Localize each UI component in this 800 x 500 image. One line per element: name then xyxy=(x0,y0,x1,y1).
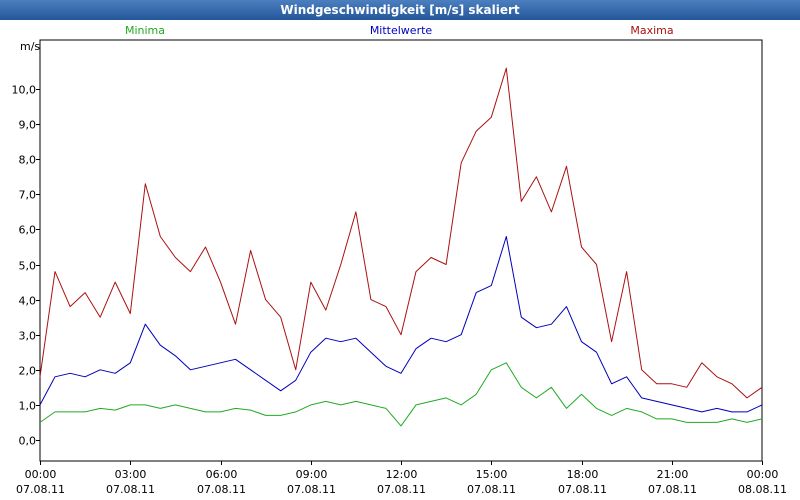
series-line-minima xyxy=(39,362,763,427)
x-tick-date-label: 07.08.11 xyxy=(558,483,607,496)
y-tick-label: 6,0 xyxy=(19,224,37,237)
label-layer: 0,0 1,0 2,0 3,0 4,0 5,0 6,0 7,0 8,0 9,0 10,0 m/s 00:… xyxy=(12,40,787,496)
x-tick-date-label: 07.08.11 xyxy=(16,483,65,496)
legend-entry-maxima: Maxima xyxy=(630,24,673,37)
wind-speed-chart: 0,0 1,0 2,0 3,0 4,0 5,0 6,0 7,0 8,0 9,0 10,0 m/s 00:… xyxy=(12,24,787,496)
x-tick-time-label: 00:00 xyxy=(25,468,57,481)
plot-frame xyxy=(39,39,763,462)
y-tick-label: 4,0 xyxy=(19,295,37,308)
y-tick-label: 10,0 xyxy=(12,84,37,97)
y-tick-label: 5,0 xyxy=(19,260,37,273)
x-tick-time-label: 03:00 xyxy=(115,468,147,481)
x-tick-date-label: 07.08.11 xyxy=(197,483,246,496)
x-tick-time-label: 12:00 xyxy=(386,468,418,481)
x-tick-time-label: 06:00 xyxy=(206,468,238,481)
x-tick-time-label: 00:00 xyxy=(747,468,779,481)
x-tick-time-label: 18:00 xyxy=(567,468,599,481)
axis-layer xyxy=(36,39,763,465)
x-tick-date-label: 07.08.11 xyxy=(106,483,155,496)
y-tick-label: 8,0 xyxy=(19,154,37,167)
y-tick-label: 1,0 xyxy=(19,400,37,413)
legend-layer: Minima Mittelwerte Maxima xyxy=(125,24,674,37)
x-tick-date-label: 07.08.11 xyxy=(287,483,336,496)
y-tick-label: 9,0 xyxy=(19,119,37,132)
x-tick-time-label: 09:00 xyxy=(296,468,328,481)
series-line-maxima xyxy=(39,67,763,399)
y-tick-label: 7,0 xyxy=(19,189,37,202)
chart-title: Windgeschwindigkeit [m/s] skaliert xyxy=(0,0,800,20)
x-tick-date-label: 07.08.11 xyxy=(467,483,516,496)
y-tick-label: 3,0 xyxy=(19,330,37,343)
y-axis-label: m/s xyxy=(20,40,40,53)
x-tick-date-label: 08.08.11 xyxy=(738,483,787,496)
series-line-mittelwerte xyxy=(39,236,763,413)
x-tick-date-label: 07.08.11 xyxy=(377,483,426,496)
x-tick-time-label: 21:00 xyxy=(657,468,689,481)
x-tick-date-label: 07.08.11 xyxy=(648,483,697,496)
series-layer xyxy=(39,67,763,427)
x-tick-time-label: 15:00 xyxy=(476,468,508,481)
legend-entry-mittelwerte: Mittelwerte xyxy=(370,24,433,37)
y-tick-label: 2,0 xyxy=(19,365,37,378)
y-tick-label: 0,0 xyxy=(19,435,37,448)
legend-entry-minima: Minima xyxy=(125,24,165,37)
